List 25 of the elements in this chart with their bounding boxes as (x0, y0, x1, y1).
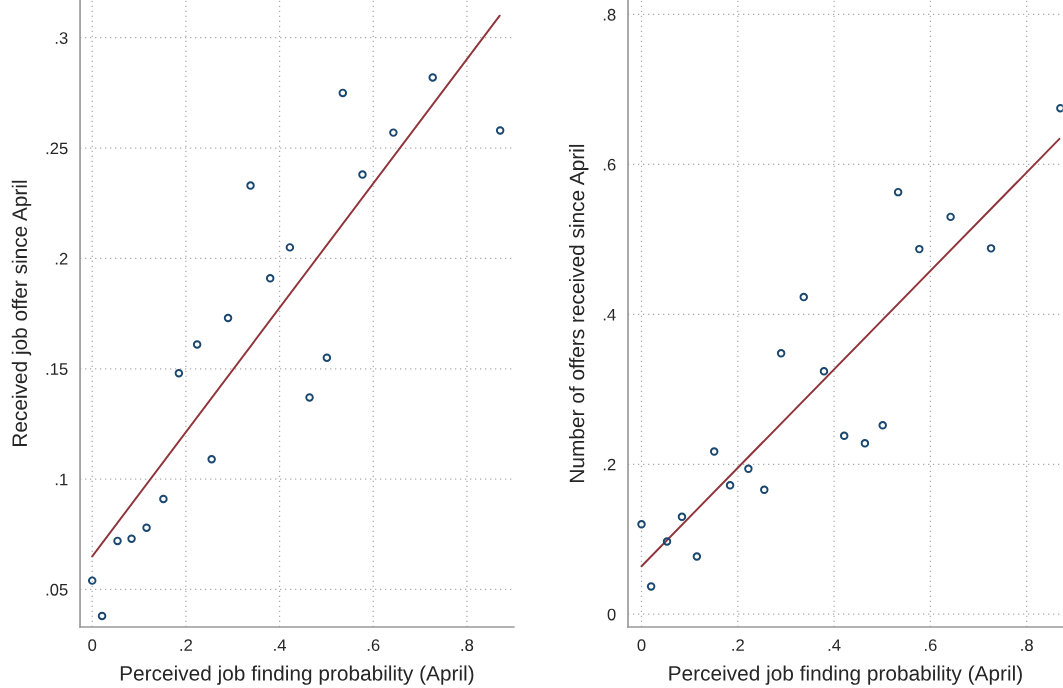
x-tick-label: .4 (828, 639, 841, 651)
y-axis-title: Received job offer since April (11, 180, 32, 447)
y-axis-title: Number of offers received since April (569, 144, 589, 482)
y-tick-label: .4 (603, 308, 616, 321)
x-tick-label: .4 (274, 639, 287, 651)
x-tick-label: 0 (637, 639, 646, 652)
y-tick-label: .05 (46, 583, 68, 596)
y-tick-label: .8 (603, 8, 616, 21)
y-tick-label: .2 (603, 458, 616, 471)
y-tick-label: .1 (55, 473, 68, 486)
y-tick-label: .25 (46, 142, 68, 155)
x-axis-title: Perceived job finding probability (April) (120, 665, 474, 685)
x-tick-label: .6 (367, 639, 380, 652)
x-tick-label: .6 (924, 639, 937, 652)
x-tick-label: .8 (461, 639, 474, 652)
x-tick-label: .2 (180, 639, 193, 651)
x-tick-label: 0 (88, 639, 97, 652)
x-tick-label: .2 (732, 639, 744, 651)
y-tick-label: 0 (607, 608, 616, 621)
y-tick-label: .15 (46, 363, 68, 375)
y-tick-label: .3 (55, 32, 68, 44)
x-axis-title: Perceived job finding probability (April) (669, 665, 1022, 685)
x-tick-label: .8 (1021, 639, 1033, 652)
y-tick-label: .6 (603, 158, 616, 171)
y-tick-label: .2 (55, 252, 68, 265)
